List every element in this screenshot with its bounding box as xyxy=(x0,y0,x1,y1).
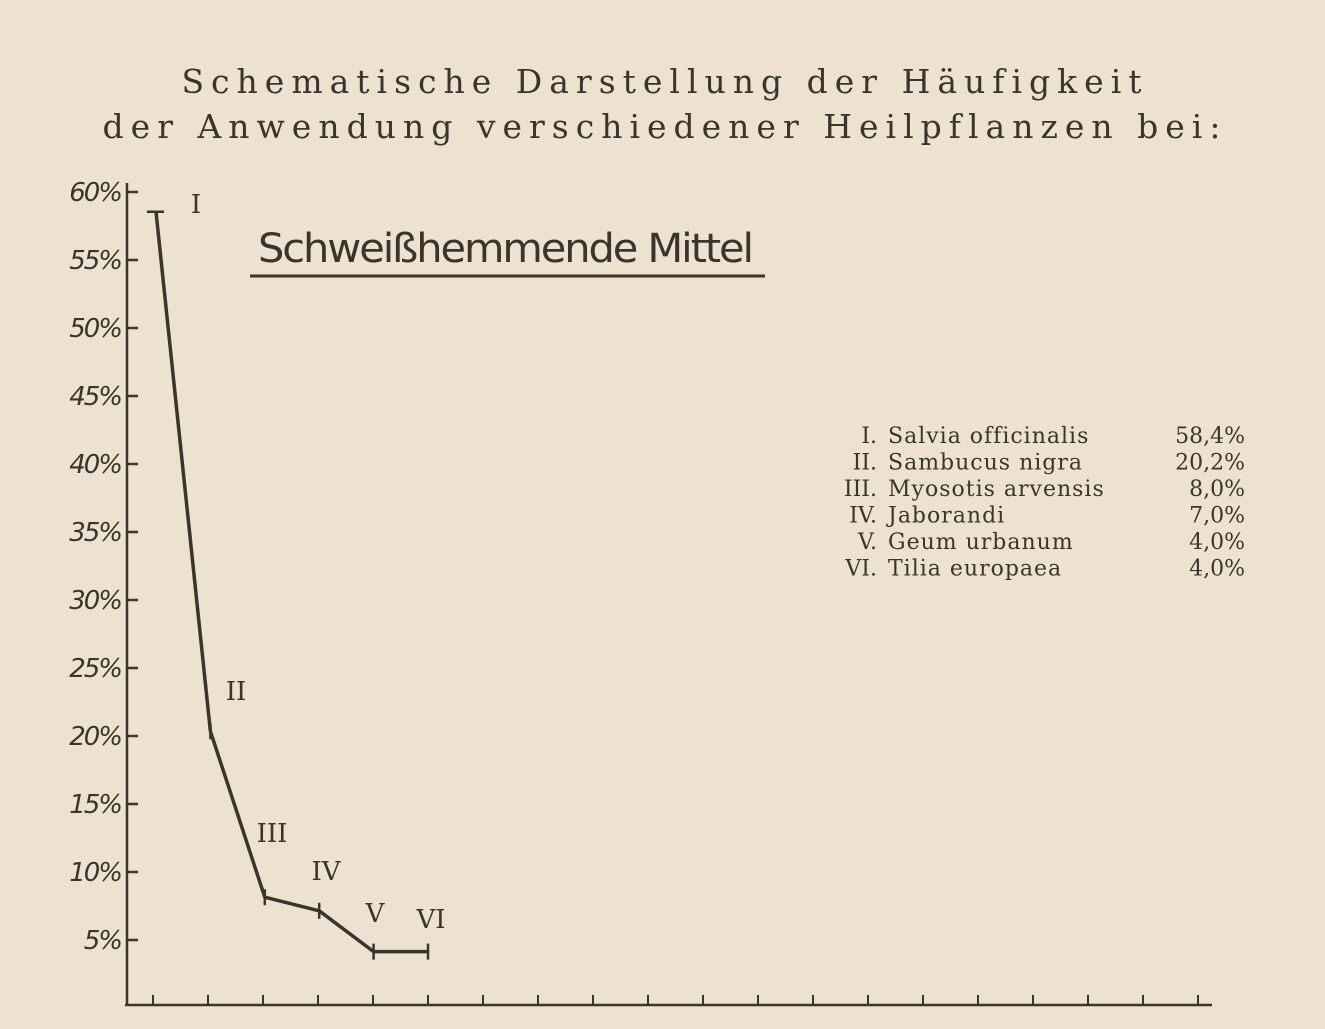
legend-name: Myosotis arvensis xyxy=(888,477,1105,502)
data-point-label: II xyxy=(226,677,247,707)
data-point-label: V xyxy=(365,899,386,929)
data-point-label: IV xyxy=(311,857,341,887)
legend-numeral: II. xyxy=(853,451,877,476)
legend-numeral: III. xyxy=(844,477,877,502)
chart-title-line-1: Schematische Darstellung der Häufigkeit xyxy=(181,62,1148,101)
y-tick-label: 55% xyxy=(69,246,121,276)
y-tick-label: 20% xyxy=(69,722,121,752)
data-point-label: I xyxy=(191,190,201,220)
legend-name: Sambucus nigra xyxy=(888,451,1083,476)
chart-subtitle: Schweißhemmende Mittel xyxy=(258,226,752,272)
y-tick-label: 50% xyxy=(69,314,121,344)
y-tick-label: 5% xyxy=(84,926,122,956)
data-point-label: VI xyxy=(415,905,445,935)
y-tick-label: 40% xyxy=(69,450,121,480)
y-tick-label: 30% xyxy=(69,586,121,616)
y-tick-label: 10% xyxy=(69,858,121,888)
y-tick-label: 25% xyxy=(69,654,121,684)
legend-numeral: V. xyxy=(857,530,877,555)
legend-name: Tilia europaea xyxy=(888,557,1062,582)
legend-name: Salvia officinalis xyxy=(888,424,1089,449)
data-point-label: III xyxy=(257,819,288,849)
y-tick-label: 60% xyxy=(69,178,121,208)
legend-value: 4,0% xyxy=(1189,530,1245,555)
chart-title-line-2: der Anwendung verschiedener Heilpflanzen… xyxy=(103,107,1228,146)
legend-numeral: I. xyxy=(861,424,877,449)
y-tick-label: 15% xyxy=(69,790,121,820)
y-tick-label: 45% xyxy=(69,382,121,412)
y-tick-label: 35% xyxy=(69,518,121,548)
legend-value: 8,0% xyxy=(1189,477,1245,502)
legend-value: 7,0% xyxy=(1189,504,1245,529)
series-line xyxy=(154,211,428,954)
legend-numeral: VI. xyxy=(844,557,877,582)
legend-name: Geum urbanum xyxy=(888,530,1074,555)
legend-value: 20,2% xyxy=(1175,451,1245,476)
legend-value: 58,4% xyxy=(1175,424,1245,449)
legend-numeral: IV. xyxy=(849,504,877,529)
legend-name: Jaborandi xyxy=(886,504,1005,529)
legend-value: 4,0% xyxy=(1189,557,1245,582)
